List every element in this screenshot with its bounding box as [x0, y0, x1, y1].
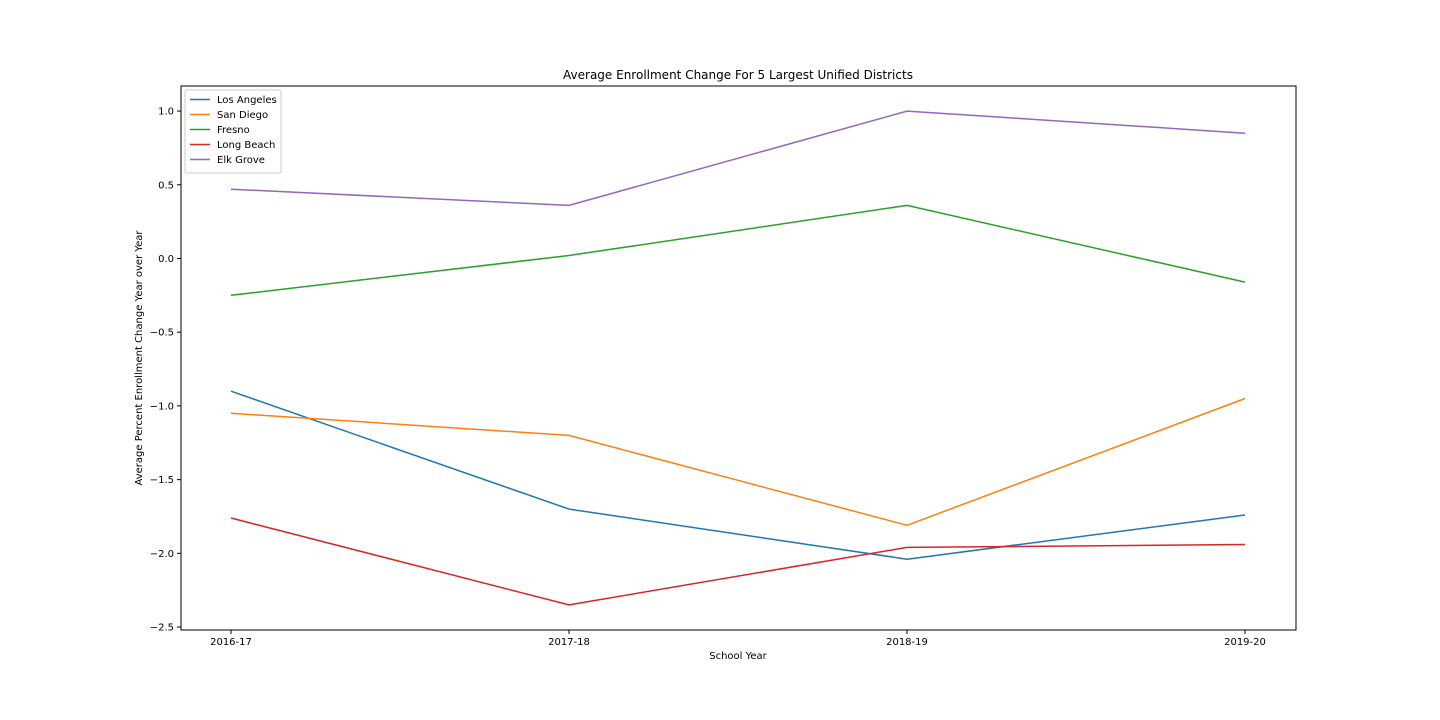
- plot-frame: [180, 85, 1297, 631]
- y-tick-label: 0.5: [158, 180, 174, 191]
- legend: Los Angeles San Diego Fresno Long Beach Elk …: [184, 89, 282, 174]
- legend-box: [184, 89, 282, 174]
- y-axis-label: Average Percent Enrollment Change Year o…: [134, 230, 145, 486]
- series-line-los-angeles: [230, 390, 1246, 560]
- series-lines: [230, 110, 1246, 606]
- y-tick-label: −1.0: [150, 401, 174, 412]
- x-tick-label: 2017-18: [548, 637, 590, 648]
- x-axis: 2016-17 2017-18 2018-19 2019-20: [210, 630, 1266, 648]
- legend-label-los-angeles: Los Angeles: [217, 95, 277, 106]
- legend-label-fresno: Fresno: [217, 125, 250, 136]
- legend-label-san-diego: San Diego: [217, 110, 268, 121]
- x-tick-label: 2016-17: [210, 637, 252, 648]
- y-tick-label: 1.0: [158, 107, 174, 118]
- series-line-san-diego: [230, 397, 1246, 527]
- x-axis-label: School Year: [709, 651, 767, 662]
- y-tick-label: 0.0: [158, 254, 174, 265]
- y-tick-label: −1.5: [150, 475, 174, 486]
- y-tick-label: −2.5: [150, 623, 174, 634]
- legend-label-elk-grove: Elk Grove: [217, 155, 265, 166]
- series-line-elk-grove: [230, 110, 1246, 207]
- chart-title: Average Enrollment Change For 5 Largest …: [563, 68, 913, 82]
- x-tick-label: 2018-19: [886, 637, 928, 648]
- legend-label-long-beach: Long Beach: [217, 140, 275, 151]
- y-tick-label: −0.5: [150, 328, 174, 339]
- series-line-fresno: [230, 204, 1246, 297]
- x-tick-label: 2019-20: [1224, 637, 1266, 648]
- y-tick-label: −2.0: [150, 549, 174, 560]
- series-line-long-beach: [230, 517, 1246, 606]
- y-axis: −2.5 −2.0 −1.5 −1.0 −0.5 0.0 0.5 1.0: [150, 107, 181, 634]
